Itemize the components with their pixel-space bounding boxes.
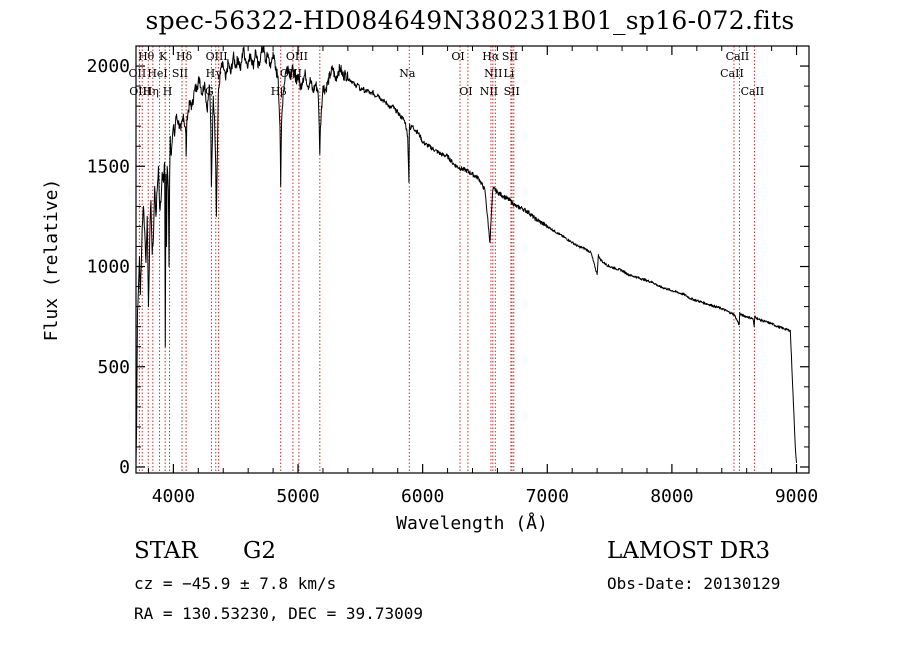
- marker-label: NII: [480, 85, 498, 98]
- y-tick-label: 500: [97, 357, 130, 378]
- marker-labels: Hθ Hη OII OIII HeI K H SII Hδ OIII Hγ G OIII OIII Hβ Na…: [129, 50, 765, 98]
- y-tick-label: 1000: [87, 257, 130, 278]
- marker-label: Hβ: [271, 85, 287, 98]
- marker-label: SII: [504, 85, 520, 98]
- marker-label: CaII: [720, 67, 744, 80]
- series-layer: [135, 45, 798, 464]
- marker-label: OI: [459, 85, 472, 98]
- marker-label: SII: [502, 50, 518, 63]
- marker-label: Hα: [482, 50, 500, 63]
- marker-label: K: [159, 50, 168, 63]
- spectral-subclass: G2: [243, 538, 277, 564]
- marker-label: OIII: [286, 50, 308, 63]
- marker-label: OIII: [280, 67, 302, 80]
- y-tick-label: 0: [119, 457, 130, 478]
- marker-label: Hη: [143, 85, 159, 98]
- x-tick-label: 6000: [401, 486, 444, 507]
- marker-label: Hθ: [138, 50, 155, 63]
- marker-label: G: [205, 85, 214, 98]
- x-tick-label: 5000: [276, 486, 319, 507]
- x-axis-title: Wavelength (Å): [396, 512, 548, 534]
- survey-name: LAMOST DR3: [607, 538, 771, 564]
- marker-label: CaII: [741, 85, 765, 98]
- chart-title: spec-56322-HD084649N380231B01_sp16-072.f…: [145, 6, 795, 35]
- marker-label: H: [163, 85, 173, 98]
- marker-label: Na: [399, 67, 416, 80]
- y-tick-label: 2000: [87, 56, 130, 77]
- marker-label: OI: [451, 50, 464, 63]
- redshift-cz: cz = −45.9 ± 7.8 km/s: [134, 574, 337, 593]
- x-tick-label: 7000: [526, 486, 569, 507]
- emission-line-markers: [138, 46, 755, 473]
- x-tick-label: 4000: [152, 486, 195, 507]
- marker-label: SII: [172, 67, 188, 80]
- marker-label: HeI: [147, 67, 167, 80]
- plot-frame: [135, 45, 810, 474]
- marker-label: CaII: [726, 50, 750, 63]
- marker-label: Li: [503, 67, 514, 80]
- y-tick-label: 1500: [87, 156, 130, 177]
- marker-label: Hγ: [206, 67, 223, 80]
- object-type: STAR: [134, 538, 198, 564]
- observation-date: Obs-Date: 20130129: [607, 574, 781, 593]
- x-tick-label: 9000: [775, 486, 818, 507]
- y-axis-title: Flux (relative): [41, 179, 62, 342]
- marker-label: Hδ: [176, 50, 193, 63]
- ra-dec-coordinates: RA = 130.53230, DEC = 39.73009: [134, 604, 423, 623]
- marker-label: OIII: [129, 85, 151, 98]
- spectrum-line: [135, 45, 798, 464]
- x-tick-label: 8000: [650, 486, 693, 507]
- marker-label: NII: [484, 67, 502, 80]
- axis-ticks: 4000 5000 6000 7000 8000 9000 0 500 1000 1500 2000: [87, 45, 818, 507]
- marker-label: OIII: [206, 50, 228, 63]
- marker-label: OII: [129, 67, 147, 80]
